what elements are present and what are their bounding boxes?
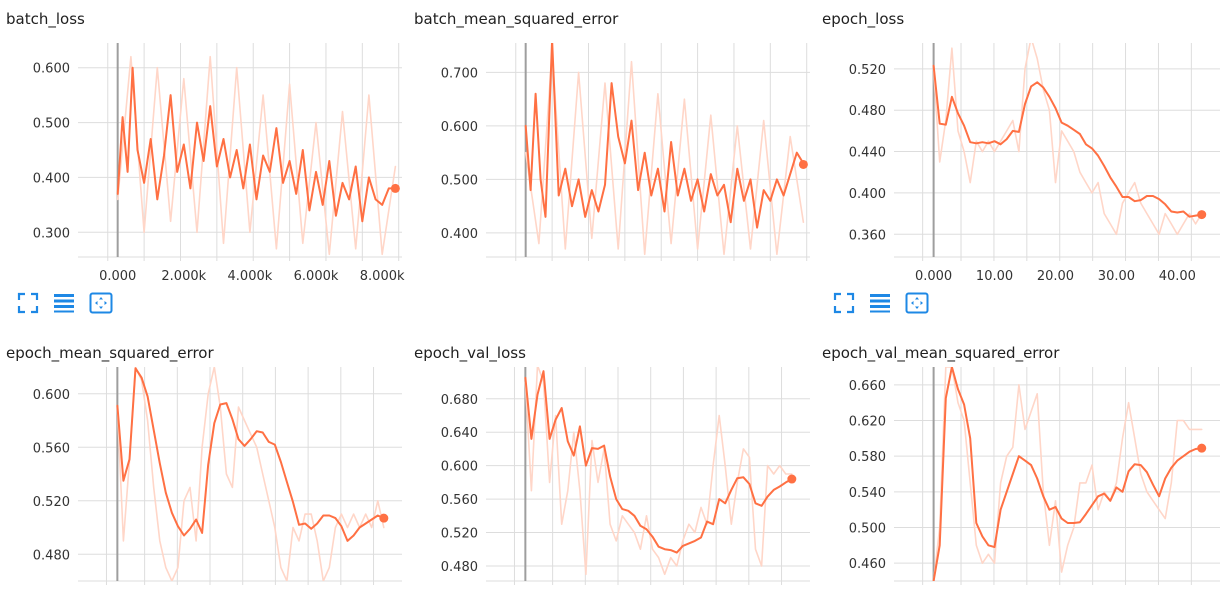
chart-title: batch_loss — [6, 10, 85, 28]
y-tick-label: 0.560 — [33, 441, 70, 456]
chart-plot[interactable]: 0.300 0.400 0.500 0.600 0.000 2.000k 4.000k 6.0… — [0, 0, 410, 290]
x-tick-label: 6.000k — [294, 269, 339, 284]
y-tick-label: 0.580 — [849, 450, 886, 465]
chart-title: epoch_val_mean_squared_error — [822, 344, 1060, 362]
y-tick-label: 0.560 — [441, 493, 478, 508]
y-tick-label: 0.460 — [849, 557, 886, 572]
y-tick-label: 0.520 — [441, 527, 478, 542]
chart-card-batch-mean-squared-error: batch_mean_squared_error 0.400 0.500 0.600… — [408, 0, 818, 320]
x-tick-label: 10.00 — [976, 269, 1013, 284]
y-tick-label: 0.500 — [33, 117, 70, 132]
y-tick-label: 0.500 — [849, 522, 886, 537]
chart-plot[interactable]: 0.480 0.520 0.560 0.600 — [0, 334, 410, 593]
raw-series-line — [116, 367, 385, 581]
y-tick-label: 0.600 — [441, 460, 478, 475]
x-tick-label: 4.000k — [228, 269, 273, 284]
y-tick-label: 0.500 — [441, 173, 478, 188]
list-lines-icon — [870, 294, 890, 313]
chart-card-epoch-mean-squared-error: epoch_mean_squared_error 0.480 0.520 0.560… — [0, 334, 410, 593]
chart-title: epoch_val_loss — [414, 344, 526, 362]
y-tick-label: 0.600 — [33, 62, 70, 77]
y-tick-label: 0.640 — [441, 426, 478, 441]
fit-domain-icon — [89, 292, 113, 314]
chart-title: epoch_mean_squared_error — [6, 344, 214, 362]
chart-card-epoch-val-mean-squared-error: epoch_val_mean_squared_error 0.460 0.500 0… — [816, 334, 1229, 593]
y-tick-label: 0.360 — [849, 228, 886, 243]
y-tick-label: 0.480 — [849, 104, 886, 119]
y-tick-label: 0.400 — [849, 187, 886, 202]
smoothed-series-line — [116, 66, 397, 223]
y-tick-label: 0.700 — [441, 66, 478, 81]
last-point-marker — [1197, 210, 1207, 220]
y-tick-label: 0.620 — [849, 415, 886, 430]
y-tick-label: 0.440 — [849, 146, 886, 161]
y-tick-label: 0.680 — [441, 393, 478, 408]
raw-series-line — [524, 50, 805, 256]
y-tick-label: 0.480 — [441, 560, 478, 575]
smoothed-series-line — [116, 367, 385, 542]
x-tick-label: 0.000 — [99, 269, 136, 284]
chart-title: batch_mean_squared_error — [414, 10, 619, 28]
list-lines-icon — [54, 294, 74, 313]
y-tick-label: 0.480 — [33, 548, 70, 563]
chart-card-epoch-val-loss: epoch_val_loss 0.480 0.520 0.560 0.600 0.640… — [408, 334, 818, 593]
x-tick-label: 0.000 — [915, 269, 952, 284]
y-tick-label: 0.400 — [33, 171, 70, 186]
last-point-marker — [390, 183, 400, 193]
last-point-marker — [798, 159, 808, 169]
raw-series-line — [932, 367, 1203, 581]
smoothed-series-line — [524, 43, 805, 229]
raw-series-line — [932, 43, 1203, 236]
smoothed-series-line — [932, 367, 1203, 581]
y-tick-label: 0.520 — [33, 495, 70, 510]
raw-series-line — [524, 367, 793, 576]
fullscreen-icon — [833, 292, 855, 314]
y-tick-label: 0.660 — [849, 379, 886, 394]
smoothed-series-line — [524, 370, 793, 554]
chart-card-epoch-loss: epoch_loss 0.360 0.400 0.440 0.480 0.520 0.00… — [816, 0, 1229, 320]
smoothed-series-line — [932, 64, 1203, 218]
x-tick-label: 20.00 — [1037, 269, 1074, 284]
fit-domain-button[interactable] — [905, 291, 929, 315]
chart-plot[interactable]: 0.480 0.520 0.560 0.600 0.640 0.680 — [408, 334, 818, 593]
x-tick-label: 40.00 — [1159, 269, 1196, 284]
fit-domain-button[interactable] — [89, 291, 113, 315]
last-point-marker — [379, 513, 389, 523]
x-tick-label: 2.000k — [161, 269, 206, 284]
chart-title: epoch_loss — [822, 10, 905, 28]
x-tick-label: 8.000k — [360, 269, 405, 284]
y-tick-label: 0.600 — [33, 388, 70, 403]
chart-plot[interactable]: 0.400 0.500 0.600 0.700 — [408, 0, 818, 290]
fit-domain-icon — [905, 292, 929, 314]
last-point-marker — [787, 474, 797, 484]
y-tick-label: 0.400 — [441, 227, 478, 242]
y-tick-label: 0.600 — [441, 120, 478, 135]
x-tick-label: 30.00 — [1098, 269, 1135, 284]
chart-plot[interactable]: 0.360 0.400 0.440 0.480 0.520 0.000 10.00 20.00… — [816, 0, 1229, 290]
fullscreen-button[interactable] — [16, 291, 40, 315]
fullscreen-button[interactable] — [832, 291, 856, 315]
fullscreen-icon — [17, 292, 39, 314]
raw-series-line — [116, 55, 397, 256]
last-point-marker — [1197, 443, 1207, 453]
y-tick-label: 0.520 — [849, 63, 886, 78]
chart-plot[interactable]: 0.460 0.500 0.540 0.580 0.620 0.660 — [816, 334, 1229, 593]
y-tick-label: 0.540 — [849, 486, 886, 501]
chart-card-batch-loss: batch_loss 0.300 0.400 0.500 0.600 0.000 2.00… — [0, 0, 410, 320]
list-lines-button[interactable] — [52, 291, 76, 315]
y-tick-label: 0.300 — [33, 226, 70, 241]
list-lines-button[interactable] — [868, 291, 892, 315]
